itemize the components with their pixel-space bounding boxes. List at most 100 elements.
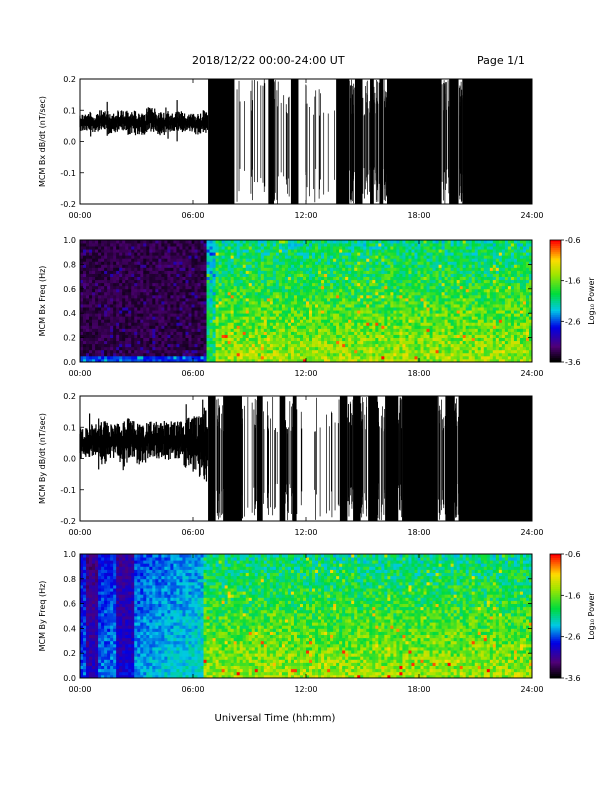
spectrogram-cell (194, 355, 198, 360)
spectrogram-cell (260, 252, 265, 256)
spectrogram-cell (251, 273, 256, 277)
spectrogram-cell (387, 304, 391, 308)
spectrogram-cell (287, 331, 292, 335)
spectrogram-cell (161, 304, 165, 308)
spectrogram-cell (212, 319, 216, 323)
spectrogram-cell (110, 355, 114, 360)
spectrogram-cell (173, 285, 177, 290)
spectrogram-cell (272, 291, 277, 296)
spectrogram-cell (86, 264, 90, 268)
spectrogram-cell (345, 252, 349, 256)
spectrogram-cell (372, 355, 376, 360)
spectrogram-cell (315, 331, 319, 335)
spectrogram-cell (125, 349, 129, 354)
spectrogram-cell (266, 282, 271, 287)
spectrogram-cell (119, 252, 123, 256)
spectrogram-cell (104, 267, 108, 271)
spectrogram-cell (128, 346, 132, 351)
x-tick-label: 06:00 (181, 211, 204, 220)
spectrogram-cell (290, 316, 295, 320)
spectrogram-cell (333, 267, 337, 271)
spectrogram-cell (318, 316, 322, 320)
spectrogram-cell (312, 313, 316, 317)
spectrogram-cell (390, 328, 394, 332)
spectrogram-cell (209, 316, 213, 320)
spectrogram-cell (221, 246, 226, 250)
spectrogram-cell (227, 273, 232, 277)
spectrogram-cell (306, 264, 310, 268)
spectrogram-cell (101, 258, 105, 262)
spectrogram-cell (266, 349, 271, 354)
spectrogram-cell (200, 243, 204, 247)
spectrogram-cell (378, 270, 382, 274)
spectrogram-cell (218, 349, 223, 354)
spectrogram-cell (119, 294, 123, 299)
spectrogram-cell (245, 258, 250, 262)
spectrogram-cell (254, 304, 259, 308)
spectrogram-cell (245, 297, 250, 302)
spectrogram-cell (221, 267, 226, 271)
spectrogram-cell (212, 316, 216, 320)
spectrogram-cell (242, 261, 247, 265)
x-tick-label: 12:00 (294, 211, 317, 220)
spectrogram-cell (336, 322, 340, 326)
spectrogram-cell (408, 288, 412, 293)
spectrogram-cell (206, 355, 210, 360)
spectrogram-cell (369, 255, 373, 259)
spectrogram-cell (405, 291, 409, 296)
spectrogram-cell (269, 276, 274, 281)
spectrogram-cell (351, 246, 355, 250)
spectrogram-cell (284, 337, 289, 342)
spectrogram-cell (405, 297, 409, 302)
spectrogram-cell (387, 255, 391, 259)
spectrogram-cell (354, 310, 358, 314)
spectrogram-cell (131, 328, 135, 332)
spectrogram-cell (423, 334, 427, 338)
spectrogram-cell (107, 355, 111, 360)
spectrogram-cell (107, 358, 111, 363)
spectrogram-cell (375, 310, 379, 314)
spectrogram-cell (212, 349, 216, 354)
spectrogram-cell (233, 258, 238, 262)
spectrogram-cell (131, 346, 135, 351)
spectrogram-cell (140, 304, 144, 308)
spectrogram-cell (381, 331, 385, 335)
spectrogram-cell (179, 349, 183, 354)
spectrogram-cell (318, 240, 322, 244)
spectrogram-cell (387, 358, 391, 363)
spectrogram-cell (393, 279, 397, 284)
spectrogram-cell (417, 352, 421, 357)
spectrogram-cell (119, 288, 123, 293)
spectrogram-cell (212, 297, 216, 302)
spectrogram-cell (414, 267, 418, 271)
spectrogram-cell (140, 316, 144, 320)
spectrogram-cell (80, 267, 84, 271)
spectrogram-cell (176, 288, 180, 293)
spectrogram-cell (155, 343, 159, 348)
spectrogram-cell (86, 291, 90, 296)
spectrogram-cell (302, 294, 307, 299)
spectrogram-cell (230, 243, 235, 247)
spectrogram-cell (113, 288, 117, 293)
spectrogram-cell (215, 304, 220, 308)
spectrogram-cell (248, 276, 253, 281)
spectrogram-cell (128, 316, 132, 320)
spectrogram-cell (381, 355, 385, 360)
spectrogram-cell (284, 243, 289, 247)
spectrogram-cell (227, 337, 232, 342)
spectrogram-cell (321, 282, 325, 287)
spectrogram-cell (342, 285, 346, 290)
spectrogram-cell (134, 282, 138, 287)
spectrogram-cell (321, 313, 325, 317)
spectrogram-cell (399, 304, 403, 308)
spectrogram-cell (185, 258, 189, 262)
spectrogram-cell (218, 352, 223, 357)
spectrogram-cell (290, 264, 295, 268)
spectrogram-cell (140, 252, 144, 256)
spectrogram-cell (200, 304, 204, 308)
spectrogram-cell (83, 325, 87, 329)
spectrogram-cell (179, 352, 183, 357)
spectrogram-cell (408, 358, 412, 363)
spectrogram-cell (218, 282, 223, 287)
spectrogram-cell (254, 261, 259, 265)
